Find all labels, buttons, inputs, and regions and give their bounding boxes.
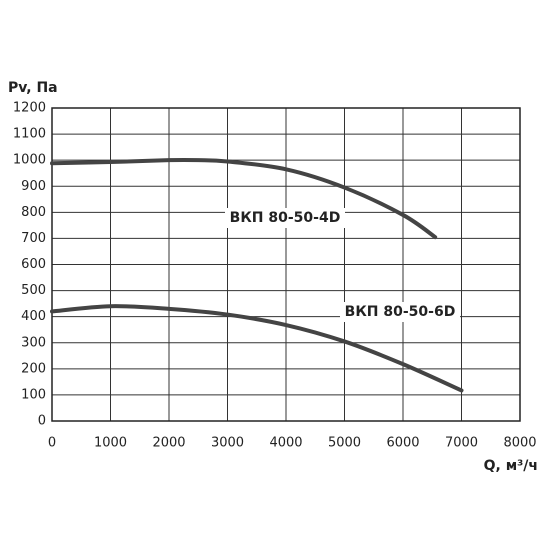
x-tick-label: 3000 (211, 436, 244, 451)
plot-frame (51, 107, 521, 422)
x-axis-label: Q, м³/ч (484, 458, 538, 474)
y-tick-label: 0 (38, 414, 46, 429)
y-axis-label: Pv, Па (8, 80, 58, 96)
y-tick-label: 600 (21, 257, 46, 272)
series-label-bg (225, 208, 345, 228)
x-tick-label: 2000 (152, 436, 185, 451)
y-tick-label: 300 (21, 335, 46, 350)
y-tick-label: 200 (21, 361, 46, 376)
y-tick-label: 100 (21, 387, 46, 402)
series-line (50, 157, 438, 240)
x-tick-label: 6000 (386, 436, 419, 451)
x-tick-label: 8000 (503, 436, 536, 451)
y-tick-label: 400 (21, 309, 46, 324)
y-tick-label: 1000 (13, 153, 46, 168)
series-line (50, 304, 464, 393)
x-tick-label: 4000 (269, 436, 302, 451)
y-tick-label: 500 (21, 283, 46, 298)
series-label: ВКП 80-50-6D (345, 304, 456, 320)
y-tick-label: 900 (21, 179, 46, 194)
x-tick-label: 5000 (328, 436, 361, 451)
series-label-bg (340, 302, 460, 322)
x-tick-label: 1000 (94, 436, 127, 451)
x-tick-label: 0 (48, 436, 56, 451)
series-label: ВКП 80-50-4D (230, 210, 341, 226)
y-tick-label: 1100 (13, 127, 46, 142)
x-tick-label: 7000 (445, 436, 478, 451)
y-tick-label: 700 (21, 231, 46, 246)
y-tick-label: 800 (21, 205, 46, 220)
y-tick-label: 1200 (13, 101, 46, 116)
